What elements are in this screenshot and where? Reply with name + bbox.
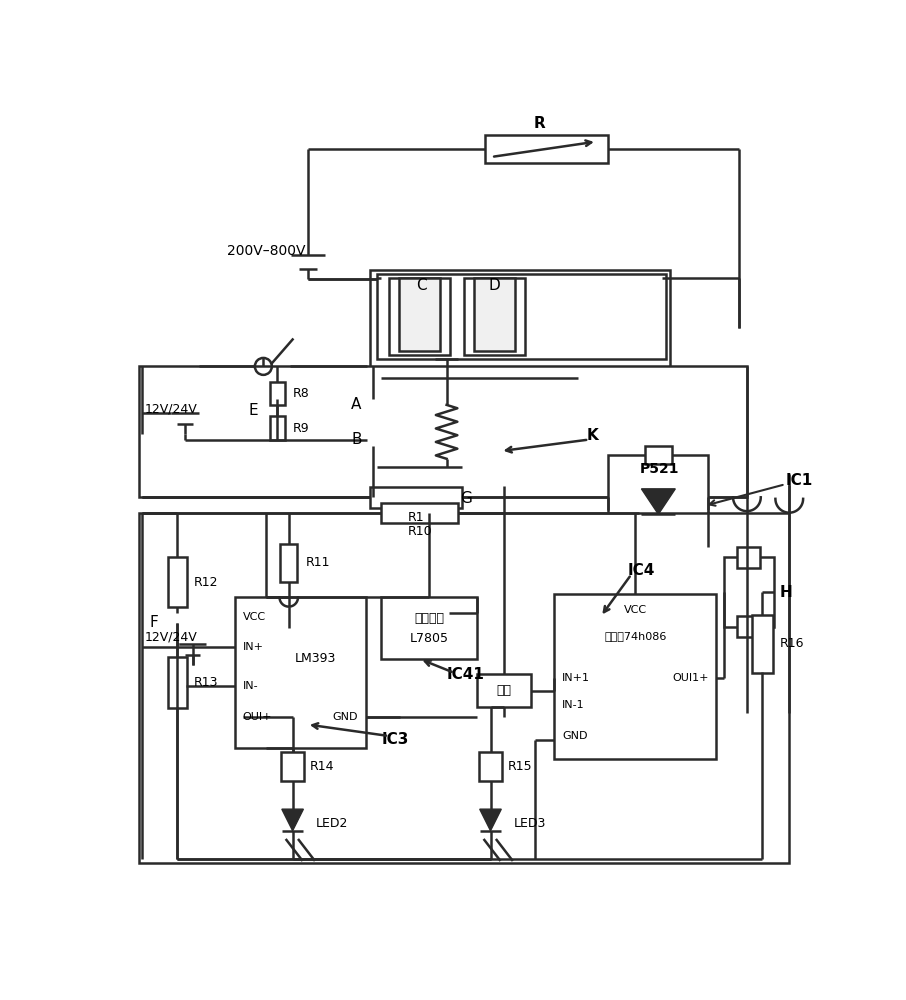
Bar <box>752 615 773 673</box>
Text: C: C <box>416 278 427 293</box>
Text: IN-: IN- <box>243 681 258 691</box>
Bar <box>399 278 440 351</box>
Text: R8: R8 <box>293 387 309 400</box>
Text: IC1: IC1 <box>786 473 813 488</box>
Text: R13: R13 <box>194 676 218 689</box>
Polygon shape <box>479 809 501 831</box>
Bar <box>554 594 716 759</box>
Text: H: H <box>780 585 793 600</box>
Bar <box>377 274 666 359</box>
Bar <box>377 420 462 466</box>
Text: IC3: IC3 <box>381 732 409 747</box>
Text: R9: R9 <box>293 422 309 434</box>
Text: LED3: LED3 <box>514 817 546 830</box>
Text: R15: R15 <box>507 760 532 773</box>
Bar <box>389 278 450 355</box>
Text: 200V–800V: 200V–800V <box>227 244 305 258</box>
Bar <box>381 503 458 523</box>
Bar <box>724 557 774 627</box>
Text: 异或门74h086: 异或门74h086 <box>604 631 667 641</box>
Bar <box>280 544 297 582</box>
Bar <box>464 278 525 355</box>
Polygon shape <box>641 489 675 514</box>
Text: OUI1+: OUI1+ <box>672 673 708 683</box>
Text: R12: R12 <box>194 576 218 588</box>
Text: 12V/24V: 12V/24V <box>145 631 198 644</box>
Bar <box>608 455 708 547</box>
Text: E: E <box>248 403 258 418</box>
Text: D: D <box>488 278 500 293</box>
Text: IC4: IC4 <box>628 563 655 578</box>
Bar <box>737 547 760 568</box>
Bar <box>370 270 670 470</box>
Text: R16: R16 <box>779 637 804 650</box>
Bar <box>479 752 502 781</box>
Text: R14: R14 <box>310 760 334 773</box>
Text: VCC: VCC <box>243 612 265 622</box>
Text: P521: P521 <box>641 462 680 476</box>
Text: IC41: IC41 <box>447 667 485 682</box>
Bar <box>269 416 284 440</box>
Text: R10: R10 <box>408 525 432 538</box>
Text: R11: R11 <box>305 556 330 569</box>
Text: 稳压芯片: 稳压芯片 <box>414 612 444 625</box>
Text: IN+: IN+ <box>243 642 264 652</box>
Text: OUI+: OUI+ <box>243 712 272 722</box>
Text: R1: R1 <box>408 511 424 524</box>
Text: GND: GND <box>333 712 358 722</box>
Bar <box>235 597 366 748</box>
Text: A: A <box>352 397 361 412</box>
Bar <box>139 366 747 497</box>
Text: VCC: VCC <box>623 605 647 615</box>
Polygon shape <box>282 809 304 831</box>
Text: R: R <box>533 116 545 131</box>
Text: F: F <box>149 615 158 630</box>
Text: LM393: LM393 <box>295 652 336 666</box>
Text: IN-1: IN-1 <box>562 700 584 710</box>
Bar <box>485 135 608 163</box>
Bar <box>269 382 284 405</box>
Text: LED2: LED2 <box>315 817 348 830</box>
Bar <box>474 278 516 351</box>
Text: B: B <box>352 432 361 447</box>
Text: G: G <box>460 491 472 506</box>
Text: 非门: 非门 <box>496 684 512 697</box>
Bar <box>737 616 760 637</box>
Bar <box>168 557 188 607</box>
Bar <box>139 513 789 863</box>
Text: GND: GND <box>562 731 588 741</box>
Bar <box>477 674 531 707</box>
Bar <box>644 538 672 557</box>
Bar <box>644 446 672 464</box>
Bar <box>281 752 304 781</box>
Bar <box>370 487 462 508</box>
Text: 12V/24V: 12V/24V <box>145 402 198 415</box>
Text: IN+1: IN+1 <box>562 673 590 683</box>
Bar <box>381 597 477 659</box>
Bar <box>168 657 188 708</box>
Text: L7805: L7805 <box>410 632 448 645</box>
Text: K: K <box>587 428 599 443</box>
